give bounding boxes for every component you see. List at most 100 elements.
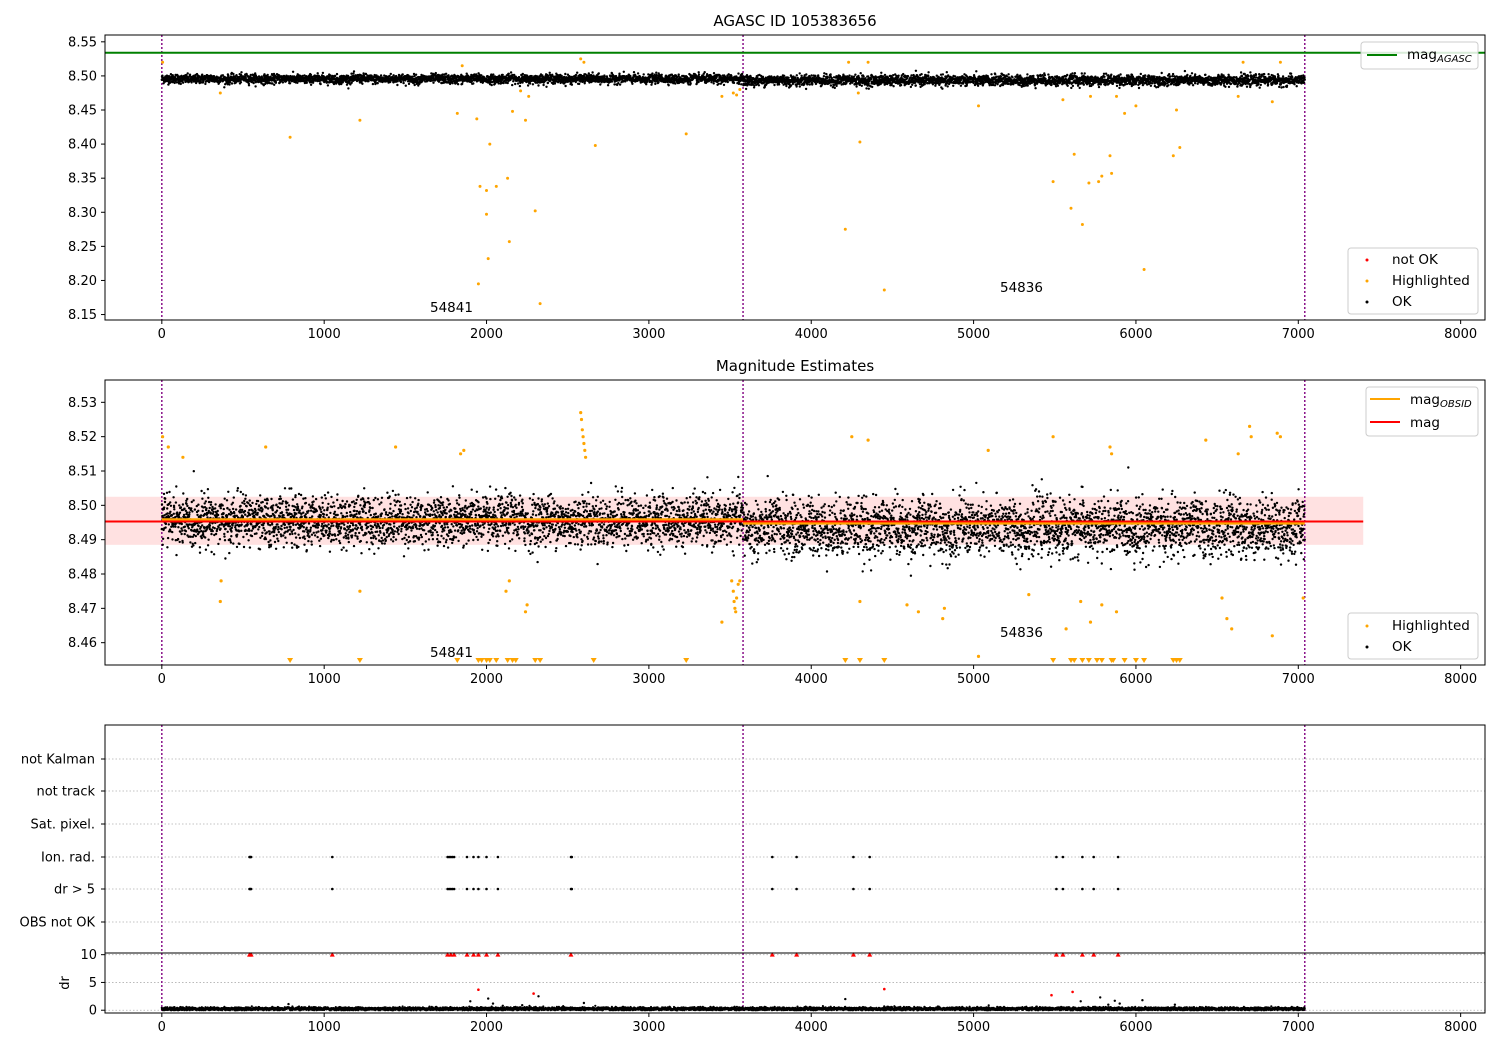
ok-point [404, 84, 407, 87]
ok-point [1026, 73, 1029, 76]
ok-point [650, 83, 653, 86]
ok-point [782, 74, 786, 78]
ok-point [574, 73, 578, 77]
ok-point [651, 81, 654, 84]
ok-point [911, 83, 914, 87]
ok-point [848, 74, 851, 77]
ok-point [785, 84, 788, 88]
ok-point [810, 74, 813, 77]
panel-agasc-title: AGASC ID 105383656 [713, 12, 876, 30]
ok-point [472, 82, 475, 85]
ok-point [376, 82, 379, 85]
ok-point [188, 73, 192, 76]
ok-point [1043, 74, 1047, 77]
ok-point [803, 82, 806, 86]
ok-point [808, 83, 811, 86]
ok-point [773, 83, 776, 87]
ok-point [906, 74, 910, 78]
ok-point [347, 87, 350, 90]
ok-point [274, 81, 278, 85]
ok-point [606, 84, 610, 87]
ok-point [667, 84, 670, 87]
ok-point [240, 71, 243, 74]
ok-point [999, 75, 1003, 78]
ok-point [737, 82, 741, 86]
ok-point [334, 74, 337, 78]
ok-point [542, 83, 545, 87]
ok-point [201, 73, 204, 76]
ok-point [975, 70, 978, 73]
ok-point [517, 75, 521, 79]
ok-point [1032, 74, 1035, 78]
ok-point [444, 72, 448, 76]
ok-point [795, 74, 798, 77]
ok-point [181, 81, 185, 84]
ok-point [221, 74, 225, 77]
ok-point [545, 85, 548, 89]
ok-point [537, 84, 540, 87]
ok-point [204, 82, 207, 86]
ok-point [507, 72, 510, 76]
ok-point [548, 71, 551, 75]
ok-point [1011, 76, 1014, 79]
ok-point [732, 81, 736, 85]
ok-point [993, 84, 997, 87]
ok-point [1016, 73, 1019, 77]
ok-point [244, 76, 247, 80]
ok-point [854, 73, 857, 76]
ok-point [822, 75, 826, 78]
ok-point [737, 72, 740, 75]
ok-point [169, 73, 173, 76]
ok-point [461, 82, 464, 86]
ok-point [859, 72, 862, 75]
ok-point [945, 71, 948, 74]
ok-point [914, 69, 918, 73]
ok-point [867, 75, 870, 78]
ok-point [414, 73, 418, 76]
ok-point [800, 74, 803, 78]
ok-point [798, 72, 801, 75]
ok-point [447, 74, 450, 77]
ok-point [777, 83, 781, 86]
ok-point [804, 87, 808, 91]
ok-point [570, 83, 574, 86]
ok-point [412, 72, 416, 76]
ok-point [869, 77, 873, 81]
ok-point [959, 84, 963, 87]
ok-point [892, 85, 895, 88]
ok-point [867, 87, 870, 90]
ok-point [273, 83, 276, 87]
ok-point [689, 82, 692, 85]
ok-point [817, 74, 820, 77]
ok-point [492, 73, 495, 76]
ok-point [618, 72, 621, 75]
ok-point [190, 81, 193, 84]
ok-point [173, 76, 177, 79]
ok-point [697, 71, 700, 74]
ok-point [281, 81, 285, 84]
ok-point [1007, 82, 1010, 86]
ok-point [396, 83, 399, 87]
ok-point [407, 82, 411, 86]
ok-point [909, 85, 913, 89]
ok-point [757, 84, 761, 87]
ok-point [564, 84, 567, 88]
ok-point [316, 72, 319, 75]
ok-point [655, 71, 658, 74]
ok-point [920, 73, 923, 76]
ok-point [927, 71, 930, 74]
ok-point [389, 72, 392, 76]
ok-point [239, 81, 243, 84]
ok-point [599, 83, 602, 86]
ok-point [632, 71, 636, 74]
ok-point [546, 81, 550, 85]
ok-point [371, 82, 375, 86]
ok-point [252, 81, 255, 85]
ok-point [162, 82, 165, 85]
ok-point [309, 83, 313, 87]
ok-point [490, 83, 493, 87]
ok-point [865, 87, 868, 90]
ok-point [722, 83, 726, 87]
ok-point [319, 82, 322, 86]
